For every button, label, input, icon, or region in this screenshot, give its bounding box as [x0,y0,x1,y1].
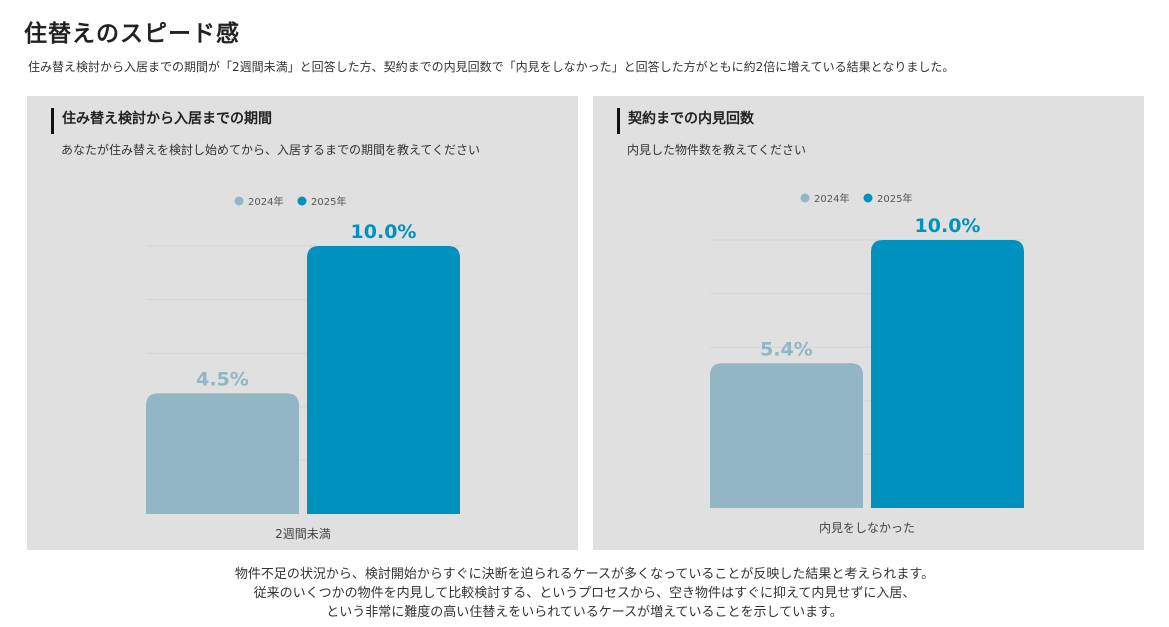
chart-title: 住み替え検討から入居までの期間 [51,108,272,134]
chart-panel-move-period: 住み替え検討から入居までの期間 あなたが住み替えを検討し始めてから、入居するまで… [27,96,578,550]
footer-line: 物件不足の状況から、検討開始からすぐに決断を迫られるケースが多くなっていることが… [234,567,935,582]
bar-2025年 [307,246,460,514]
legend-label: 2024年 [814,192,849,205]
chart-subtitle: あなたが住み替えを検討し始めてから、入居するまでの期間を教えてください [61,143,481,157]
legend-label: 2025年 [877,192,912,205]
footer-line: という非常に難度の高い住替えをいられているケースが増えていることを示しています。 [326,605,843,620]
lead-text: 住み替え検討から入居までの期間が「2週間未満」と回答した方、契約までの内見回数で… [28,60,955,74]
bar-chart: 2024年 2025年 4.5% 10.0% 2週間未満 [146,195,460,541]
data-label: 4.5% [196,368,249,390]
page-title: 住替えのスピード感 [24,21,240,47]
category-label: 2週間未満 [275,527,331,541]
data-label: 5.4% [760,338,813,360]
bar-2024年 [710,363,863,508]
legend-marker [863,193,873,203]
legend-label: 2024年 [248,195,283,208]
bar-2025年 [871,240,1024,508]
bar-chart: 2024年 2025年 5.4% 10.0% 内見をしなかった [710,192,1024,535]
footer-line: 従来のいくつかの物件を内見して比較検討する、というプロセスから、空き物件はすぐに… [253,586,916,601]
data-label: 10.0% [351,221,417,243]
legend-label: 2025年 [311,195,346,208]
legend-marker [297,196,307,206]
bar-2024年 [146,393,299,514]
footer-text: 物件不足の状況から、検討開始からすぐに決断を迫られるケースが多くなっていることが… [0,565,1169,622]
data-label: 10.0% [915,215,981,237]
chart-panel-viewings: 契約までの内見回数 内見した物件数を教えてください 2024年 2025年 5.4%… [593,96,1144,550]
category-label: 内見をしなかった [819,521,915,535]
legend-marker [234,196,244,206]
chart-title: 契約までの内見回数 [617,108,754,134]
legend-marker [800,193,810,203]
chart-subtitle: 内見した物件数を教えてください [627,143,807,157]
